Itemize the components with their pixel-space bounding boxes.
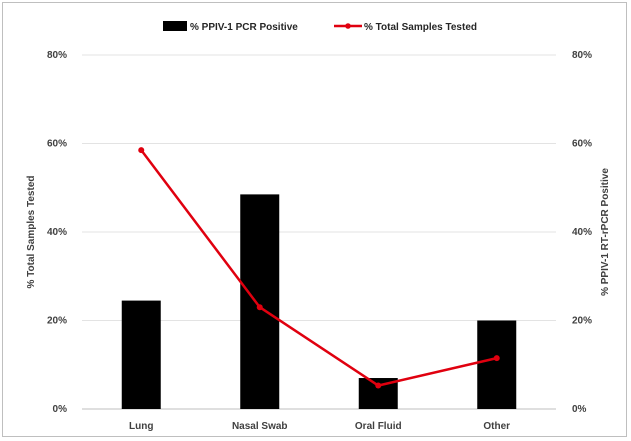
right-tick-label: 40% <box>572 227 592 238</box>
left-tick-label: 0% <box>53 404 68 415</box>
series-line <box>140 149 498 387</box>
left-axis-ticks: 0% 20% 40% 60% 80% <box>47 50 67 415</box>
legend-bar-label: % PPIV-1 PCR Positive <box>190 22 298 33</box>
category-label: Other <box>483 421 510 432</box>
line-point <box>375 382 382 389</box>
left-axis-title: % Total Samples Tested <box>26 176 37 289</box>
right-axis-title: % PPIV-1 RT-rPCR Positive <box>600 168 611 296</box>
right-tick-label: 80% <box>572 50 592 61</box>
line-series <box>138 147 500 389</box>
category-label: Nasal Swab <box>232 421 288 432</box>
legend-line-label: % Total Samples Tested <box>364 22 477 33</box>
line-point <box>138 147 145 154</box>
line-point <box>256 304 263 311</box>
chart-frame <box>2 2 627 437</box>
bar <box>477 320 517 409</box>
left-tick-label: 20% <box>47 316 67 327</box>
legend: % PPIV-1 PCR Positive % Total Samples Te… <box>163 21 477 33</box>
bar <box>240 194 280 409</box>
left-tick-label: 40% <box>47 227 67 238</box>
line-point <box>493 355 500 362</box>
right-tick-label: 20% <box>572 316 592 327</box>
legend-line-marker <box>345 23 351 29</box>
bar <box>121 300 161 409</box>
gridlines <box>82 54 556 410</box>
right-tick-label: 60% <box>572 139 592 150</box>
category-label: Lung <box>129 421 153 432</box>
legend-bar-swatch <box>163 21 187 31</box>
category-label: Oral Fluid <box>355 421 402 432</box>
right-axis-ticks: 0% 20% 40% 60% 80% <box>572 50 592 415</box>
bar-series <box>121 194 517 409</box>
left-tick-label: 80% <box>47 50 67 61</box>
category-labels: Lung Nasal Swab Oral Fluid Other <box>129 421 510 432</box>
right-tick-label: 0% <box>572 404 587 415</box>
left-tick-label: 60% <box>47 139 67 150</box>
